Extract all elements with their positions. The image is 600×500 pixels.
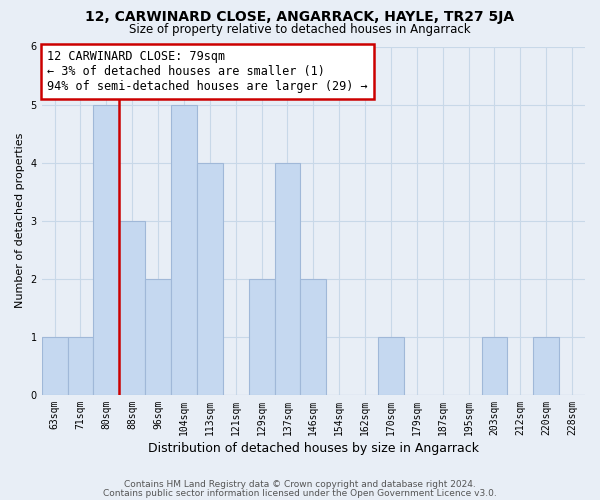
Bar <box>482 337 508 395</box>
Text: Size of property relative to detached houses in Angarrack: Size of property relative to detached ho… <box>129 22 471 36</box>
Bar <box>275 162 301 395</box>
Bar <box>68 337 94 395</box>
Bar <box>119 220 145 395</box>
Bar <box>248 279 275 395</box>
Text: Contains HM Land Registry data © Crown copyright and database right 2024.: Contains HM Land Registry data © Crown c… <box>124 480 476 489</box>
Bar <box>171 104 197 395</box>
Bar <box>94 104 119 395</box>
Bar <box>41 337 68 395</box>
Bar <box>301 279 326 395</box>
Text: Contains public sector information licensed under the Open Government Licence v3: Contains public sector information licen… <box>103 488 497 498</box>
Text: 12 CARWINARD CLOSE: 79sqm
← 3% of detached houses are smaller (1)
94% of semi-de: 12 CARWINARD CLOSE: 79sqm ← 3% of detach… <box>47 50 368 93</box>
Bar <box>145 279 171 395</box>
Text: 12, CARWINARD CLOSE, ANGARRACK, HAYLE, TR27 5JA: 12, CARWINARD CLOSE, ANGARRACK, HAYLE, T… <box>85 10 515 24</box>
Bar <box>533 337 559 395</box>
Y-axis label: Number of detached properties: Number of detached properties <box>15 133 25 308</box>
Bar <box>197 162 223 395</box>
Bar <box>378 337 404 395</box>
X-axis label: Distribution of detached houses by size in Angarrack: Distribution of detached houses by size … <box>148 442 479 455</box>
